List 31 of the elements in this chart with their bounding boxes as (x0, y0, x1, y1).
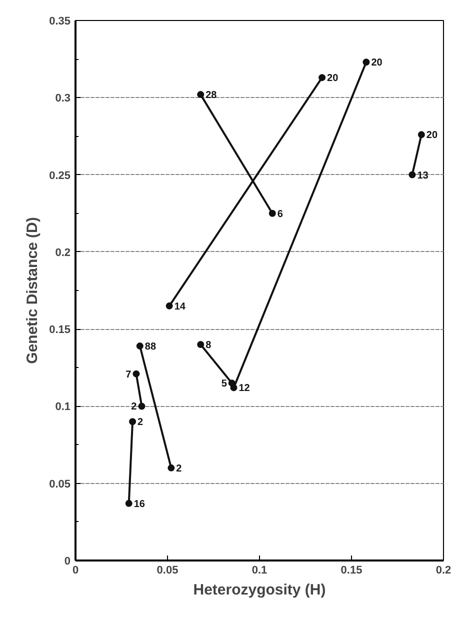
annotation: 2 (131, 402, 138, 413)
x-tick-label: 0.2 (436, 564, 452, 576)
x-axis-title: Heterozygosity (H) (193, 582, 326, 598)
y-axis-title: Genetic Distance (D) (24, 217, 42, 364)
annotation: 12 (238, 383, 250, 394)
annotation: 7 (126, 369, 132, 380)
annotation: 2 (138, 417, 144, 428)
annotation: 14 (174, 301, 186, 312)
annotation: 8 (206, 340, 212, 351)
x-tick-label: 0.1 (252, 564, 268, 576)
y-tick-label: 0.2 (55, 246, 71, 259)
y-tick-label: 0.15 (49, 324, 71, 336)
y-tick-label: 0.25 (49, 170, 71, 182)
annotation: 28 (206, 90, 218, 102)
annotation: 13 (417, 170, 429, 182)
y-tick-label: 0.05 (49, 478, 71, 490)
annotation: 16 (134, 498, 146, 510)
y-tick-label: 0.3 (55, 92, 71, 105)
annotation: 88 (144, 342, 156, 353)
x-tick-label: 0 (72, 564, 79, 576)
y-tick-label: 0 (64, 556, 71, 568)
annotation: 2 (176, 463, 182, 474)
annotation: 20 (426, 130, 438, 142)
x-tick-label: 0.05 (156, 564, 178, 576)
annotation: 5 (221, 378, 228, 390)
annotation: 20 (327, 73, 339, 84)
x-tick-label: 0.15 (340, 564, 362, 576)
annotation: 6 (277, 208, 284, 220)
y-tick-label: 0.1 (55, 401, 71, 414)
annotation: 20 (371, 58, 383, 69)
y-tick-label: 0.35 (49, 16, 71, 28)
